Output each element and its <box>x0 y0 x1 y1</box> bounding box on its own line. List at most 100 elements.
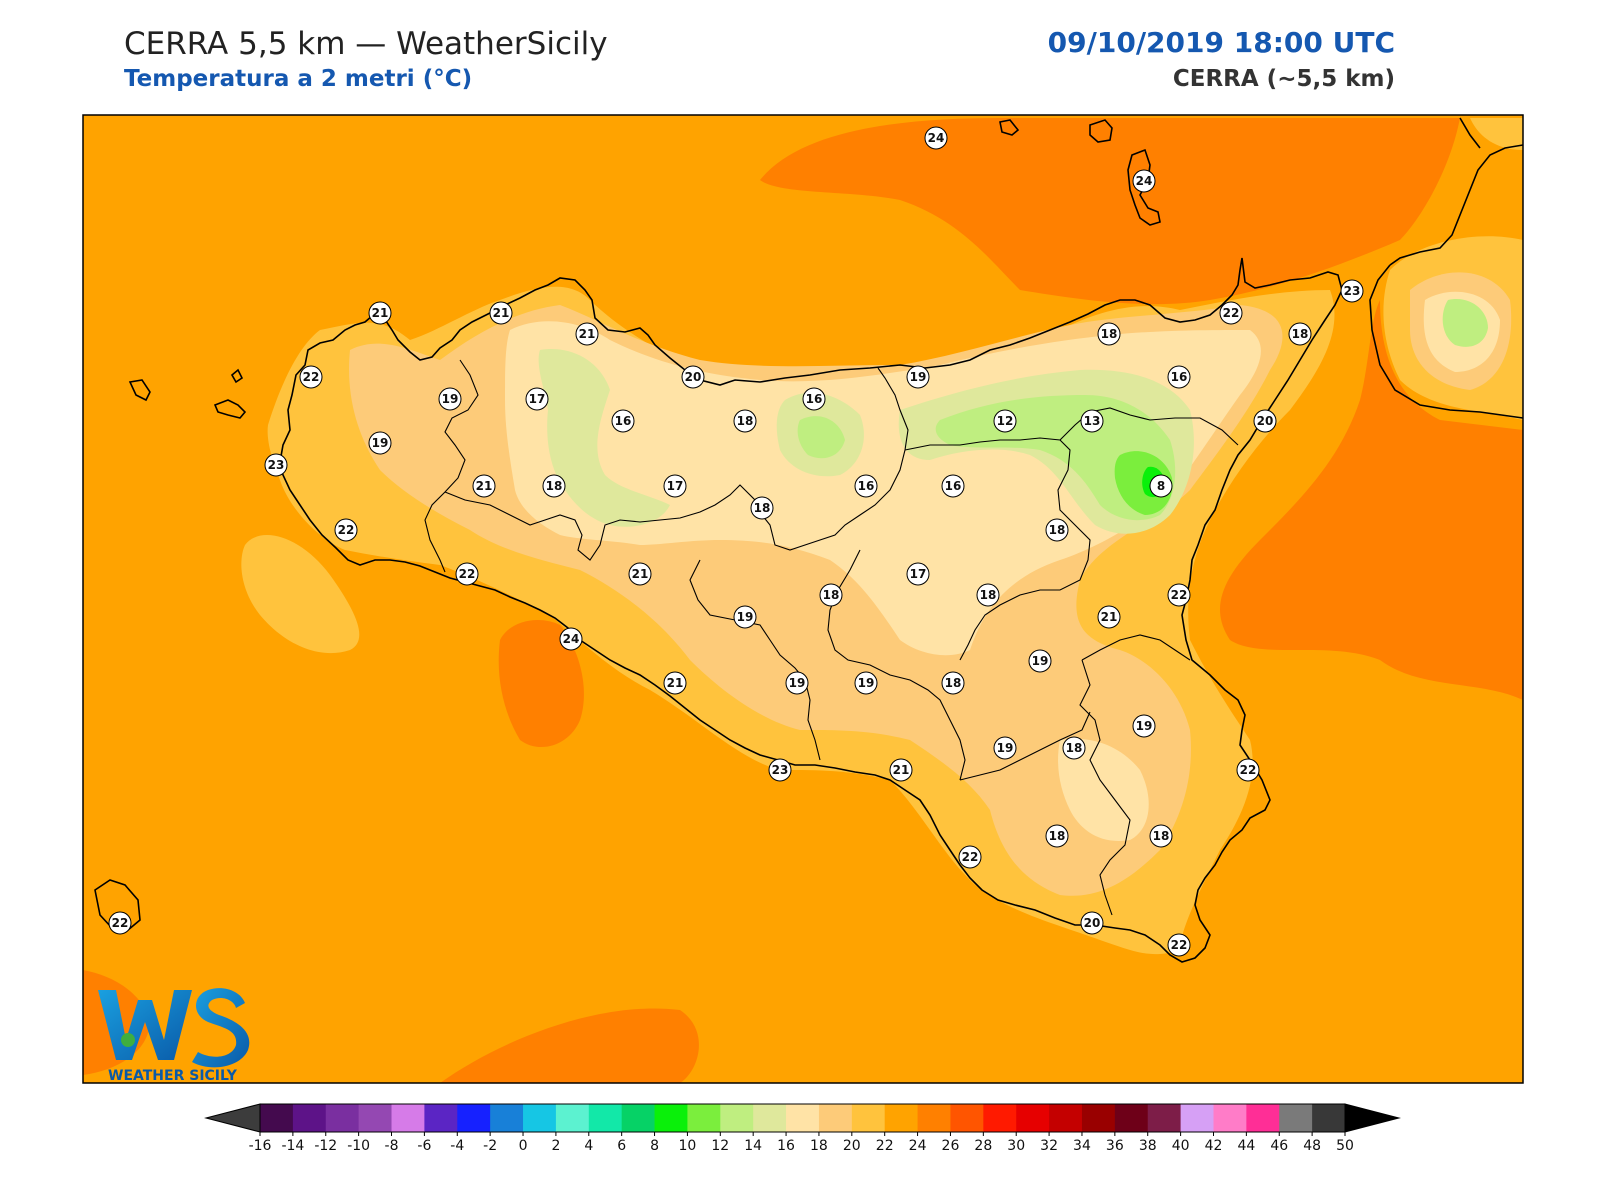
colorbar-cell <box>523 1104 557 1132</box>
colorbar-cell <box>358 1104 393 1132</box>
station-value: 22 <box>338 523 355 537</box>
station-marker: 19 <box>733 605 757 629</box>
colorbar-cell <box>753 1104 787 1132</box>
colorbar-tick-label: -12 <box>314 1138 337 1154</box>
island-levanzo <box>230 368 244 384</box>
colorbar-cell <box>654 1104 688 1132</box>
station-marker: 23 <box>1340 279 1364 303</box>
station-circle <box>368 301 392 325</box>
station-value: 19 <box>372 436 389 450</box>
colorbar-cell <box>391 1104 425 1132</box>
station-marker: 18 <box>819 583 843 607</box>
station-circle <box>1132 169 1156 193</box>
station-value: 17 <box>910 567 927 581</box>
station-circle <box>611 409 635 433</box>
station-marker: 20 <box>1080 911 1104 935</box>
station-circle <box>628 562 652 586</box>
station-circle <box>489 301 513 325</box>
island-lipari <box>1127 148 1161 226</box>
station-value: 24 <box>563 632 580 646</box>
station-marker: 22 <box>1236 758 1260 782</box>
station-marker: 18 <box>1288 322 1312 346</box>
station-circle <box>299 365 323 389</box>
station-value: 19 <box>858 676 875 690</box>
colorbar-cell <box>884 1104 919 1132</box>
station-value: 13 <box>1084 414 1101 428</box>
station-value: 19 <box>789 676 806 690</box>
station-marker: 18 <box>1097 322 1121 346</box>
station-marker: 17 <box>906 562 930 586</box>
station-circle <box>958 845 982 869</box>
station-marker: 16 <box>854 474 878 498</box>
sicily-coastline <box>279 257 1343 963</box>
station-value: 18 <box>546 479 563 493</box>
colorbar-cell <box>950 1104 984 1132</box>
station-value: 21 <box>579 327 596 341</box>
colorbar: -16 -14 -12 -10 -8 -6 -4 -2 0 2 4 6 8 10 12 14 16 18 20 22 2… <box>204 1103 1401 1154</box>
station-value: 23 <box>1344 284 1361 298</box>
colorbar-tick-label: -8 <box>385 1138 399 1154</box>
station-marker: 24 <box>1132 169 1156 193</box>
colorbar-tick-label: 46 <box>1270 1138 1288 1154</box>
border-catania-ragusa <box>1079 659 1131 916</box>
station-circle <box>1253 409 1277 433</box>
temperature-field <box>83 115 1523 1083</box>
colorbar-cell <box>720 1104 754 1132</box>
colorbar-tick-label: 0 <box>519 1138 528 1154</box>
station-value: 22 <box>1171 588 1188 602</box>
colorbar-tick-label: 42 <box>1205 1138 1223 1154</box>
colorbar-tick-label: 34 <box>1073 1138 1091 1154</box>
border-caltanissetta-ragusa <box>959 711 1091 781</box>
station-marker: 22 <box>455 562 479 586</box>
calabria-top <box>1459 117 1481 149</box>
station-circle <box>1097 322 1121 346</box>
colorbar-tick-label: 8 <box>650 1138 659 1154</box>
station-marker: 18 <box>1149 824 1173 848</box>
station-marker: 22 <box>1167 933 1191 957</box>
station-marker: 22 <box>1219 301 1243 325</box>
station-circle <box>768 758 792 782</box>
station-value: 21 <box>667 676 684 690</box>
colorbar-tick-label: 24 <box>909 1138 927 1154</box>
colorbar-cell <box>621 1104 656 1132</box>
colorbar-cell <box>325 1104 360 1132</box>
logo-s-shape <box>192 988 250 1068</box>
station-circle <box>1340 279 1364 303</box>
field-top-right <box>1470 118 1523 150</box>
station-value: 21 <box>476 479 493 493</box>
colorbar-tick-label: 2 <box>551 1138 560 1154</box>
station-value: 21 <box>372 306 389 320</box>
colorbar-cell <box>1312 1104 1346 1132</box>
station-marker: 22 <box>334 518 358 542</box>
colorbar-tick-label: 4 <box>584 1138 593 1154</box>
colorbar-tick-label: 22 <box>876 1138 894 1154</box>
station-marker: 18 <box>941 671 965 695</box>
station-value: 22 <box>1171 938 1188 952</box>
border-trapani-palermo <box>424 359 479 573</box>
station-value: 23 <box>268 458 285 472</box>
station-value: 18 <box>1153 829 1170 843</box>
station-circle <box>819 583 843 607</box>
border-catania-siracusa <box>1081 634 1191 661</box>
station-value: 17 <box>667 479 684 493</box>
calabria-coastline <box>1369 264 1523 419</box>
colorbar-tick-label: -14 <box>281 1138 304 1154</box>
station-circle <box>663 671 687 695</box>
station-marker: 18 <box>542 474 566 498</box>
station-circle <box>750 496 774 520</box>
station-value: 18 <box>1049 829 1066 843</box>
colorbar-tick-label: 20 <box>843 1138 861 1154</box>
colorbar-cell <box>260 1104 294 1132</box>
station-circle <box>924 126 948 150</box>
station-circle <box>455 562 479 586</box>
station-circle <box>1028 649 1052 673</box>
colorbar-tick-label: 44 <box>1237 1138 1255 1154</box>
station-circle <box>472 474 496 498</box>
station-marker: 16 <box>1167 365 1191 389</box>
colorbar-cell <box>1016 1104 1050 1132</box>
station-circle <box>1149 474 1173 498</box>
station-circle <box>368 431 392 455</box>
colorbar-cell <box>1246 1104 1280 1132</box>
colorbar-tick-label: 40 <box>1172 1138 1190 1154</box>
